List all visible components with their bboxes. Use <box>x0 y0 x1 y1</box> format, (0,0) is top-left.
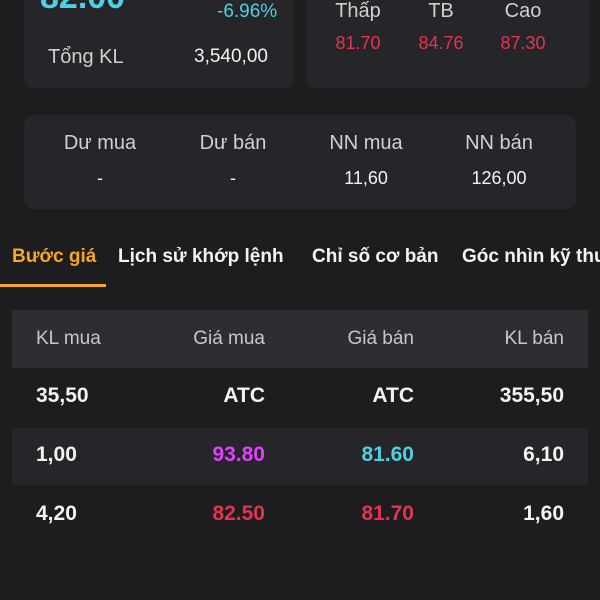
tab[interactable]: Chỉ số cơ bản <box>312 246 439 267</box>
range-card: Thấp 81.70 TB 84.76 Cao 87.30 <box>306 0 590 88</box>
tab[interactable]: Lịch sử khớp lệnh <box>118 246 284 267</box>
table-cell: 4,20 <box>36 502 77 525</box>
stat-value: 11,60 <box>344 168 388 188</box>
volume-label: Tổng KL <box>48 46 124 68</box>
stats-card: Dư mua - Dư bán - NN mua 11,60 NN bán 126,00 <box>24 115 576 209</box>
table-cell: ATC <box>223 384 265 407</box>
range-value: 87.30 <box>500 33 546 53</box>
stat-value: - <box>97 168 103 188</box>
range-label: Thấp <box>335 0 381 22</box>
header-cell: KL bán <box>504 328 564 349</box>
table-cell: 81.70 <box>361 502 414 525</box>
range-label: TB <box>428 0 454 22</box>
table-cell: 81.60 <box>361 443 414 466</box>
tab-underline <box>0 284 106 287</box>
table-cell: 82.50 <box>212 502 265 525</box>
volume: 3,540,00 <box>194 46 268 67</box>
table-cell: 35,50 <box>36 384 89 407</box>
table-cell: 355,50 <box>499 384 564 407</box>
table-cell: 93.80 <box>212 443 265 466</box>
range-value: 81.70 <box>335 33 381 53</box>
header-cell: Giá bán <box>347 328 414 349</box>
table-cell: 1,00 <box>36 443 77 466</box>
header-cell: Giá mua <box>193 328 265 349</box>
tab[interactable]: Bước giá <box>12 246 97 267</box>
range-value: 84.76 <box>418 33 464 53</box>
stat-label: NN bán <box>465 132 533 154</box>
stat-label: Dư bán <box>199 132 267 154</box>
table-cell: ATC <box>372 384 414 407</box>
row-highlight <box>12 428 588 485</box>
tab[interactable]: Góc nhìn kỹ thuật <box>462 246 600 267</box>
table-cell: 1,60 <box>523 502 564 525</box>
header-cell: KL mua <box>36 328 101 349</box>
range-label: Cao <box>504 0 542 22</box>
table-cell: 6,10 <box>523 443 564 466</box>
stat-value: 126,00 <box>471 168 527 188</box>
table-header: KL mua Giá mua Giá bán KL bán <box>12 310 588 368</box>
stat-label: NN mua <box>329 132 403 154</box>
summary-card: 82.00 -6.96% Tổng KL 3,540,00 <box>24 0 294 88</box>
stat-value: - <box>230 168 236 188</box>
stat-label: Dư mua <box>63 132 137 154</box>
change-percent: -6.96% <box>217 1 278 22</box>
price: 82.00 <box>40 0 125 17</box>
